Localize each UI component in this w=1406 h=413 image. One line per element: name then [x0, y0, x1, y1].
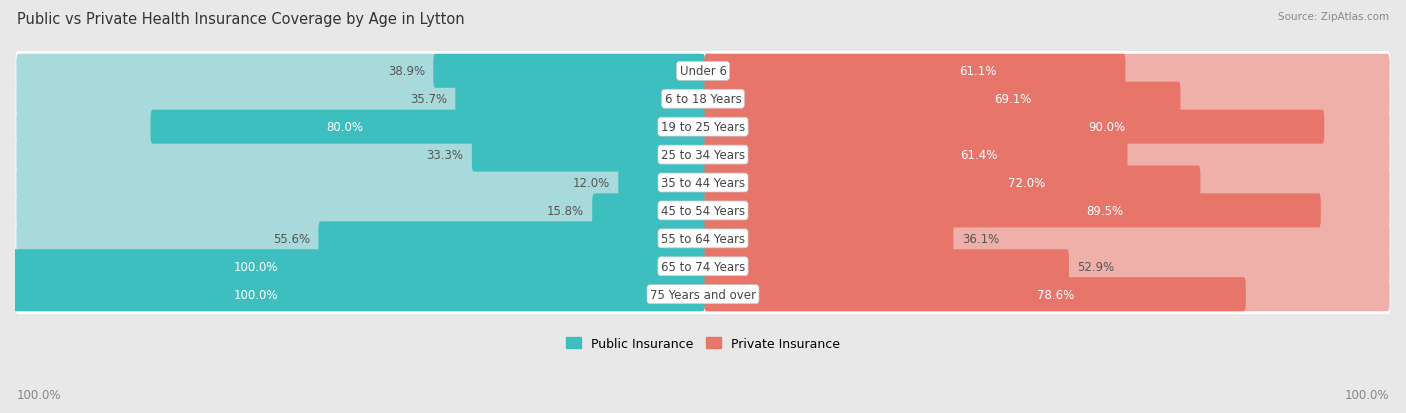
Text: 25 to 34 Years: 25 to 34 Years [661, 149, 745, 161]
Text: 100.0%: 100.0% [17, 388, 62, 401]
Text: 55 to 64 Years: 55 to 64 Years [661, 232, 745, 245]
FancyBboxPatch shape [15, 50, 1391, 93]
FancyBboxPatch shape [17, 222, 702, 256]
FancyBboxPatch shape [704, 194, 1320, 228]
Text: 61.1%: 61.1% [959, 65, 995, 78]
FancyBboxPatch shape [704, 166, 1201, 200]
FancyBboxPatch shape [15, 190, 1391, 233]
FancyBboxPatch shape [704, 138, 1389, 172]
FancyBboxPatch shape [704, 83, 1389, 116]
Text: 80.0%: 80.0% [326, 121, 364, 134]
FancyBboxPatch shape [17, 138, 702, 172]
FancyBboxPatch shape [15, 134, 1391, 177]
FancyBboxPatch shape [15, 106, 1391, 149]
FancyBboxPatch shape [704, 166, 1389, 200]
FancyBboxPatch shape [15, 245, 1391, 288]
FancyBboxPatch shape [704, 110, 1324, 144]
FancyBboxPatch shape [704, 249, 1069, 284]
FancyBboxPatch shape [704, 83, 1181, 116]
FancyBboxPatch shape [17, 166, 702, 200]
FancyBboxPatch shape [704, 222, 1389, 256]
Text: 36.1%: 36.1% [962, 232, 998, 245]
Text: 35 to 44 Years: 35 to 44 Years [661, 177, 745, 190]
FancyBboxPatch shape [704, 249, 1389, 284]
FancyBboxPatch shape [318, 222, 704, 256]
FancyBboxPatch shape [13, 278, 704, 311]
FancyBboxPatch shape [433, 55, 704, 89]
Legend: Public Insurance, Private Insurance: Public Insurance, Private Insurance [561, 332, 845, 355]
FancyBboxPatch shape [13, 249, 704, 284]
Text: 61.4%: 61.4% [960, 149, 997, 161]
Text: 33.3%: 33.3% [426, 149, 464, 161]
Text: 69.1%: 69.1% [994, 93, 1032, 106]
Text: 35.7%: 35.7% [411, 93, 447, 106]
Text: 90.0%: 90.0% [1088, 121, 1125, 134]
FancyBboxPatch shape [17, 194, 702, 228]
Text: 12.0%: 12.0% [572, 177, 610, 190]
Text: 100.0%: 100.0% [233, 288, 278, 301]
FancyBboxPatch shape [592, 194, 704, 228]
FancyBboxPatch shape [17, 55, 702, 89]
Text: 75 Years and over: 75 Years and over [650, 288, 756, 301]
FancyBboxPatch shape [704, 55, 1389, 89]
Text: 100.0%: 100.0% [1344, 388, 1389, 401]
FancyBboxPatch shape [17, 249, 702, 284]
FancyBboxPatch shape [15, 161, 1391, 204]
Text: 89.5%: 89.5% [1085, 204, 1123, 217]
FancyBboxPatch shape [704, 55, 1125, 89]
Text: 100.0%: 100.0% [233, 260, 278, 273]
FancyBboxPatch shape [704, 194, 1389, 228]
FancyBboxPatch shape [704, 138, 1128, 172]
FancyBboxPatch shape [17, 83, 702, 116]
Text: 15.8%: 15.8% [547, 204, 583, 217]
FancyBboxPatch shape [472, 138, 704, 172]
Text: Public vs Private Health Insurance Coverage by Age in Lytton: Public vs Private Health Insurance Cover… [17, 12, 464, 27]
Text: 6 to 18 Years: 6 to 18 Years [665, 93, 741, 106]
Text: Under 6: Under 6 [679, 65, 727, 78]
FancyBboxPatch shape [150, 110, 704, 144]
FancyBboxPatch shape [456, 83, 704, 116]
Text: Source: ZipAtlas.com: Source: ZipAtlas.com [1278, 12, 1389, 22]
FancyBboxPatch shape [17, 110, 702, 144]
FancyBboxPatch shape [704, 278, 1246, 311]
FancyBboxPatch shape [15, 217, 1391, 260]
Text: 45 to 54 Years: 45 to 54 Years [661, 204, 745, 217]
FancyBboxPatch shape [619, 166, 704, 200]
Text: 38.9%: 38.9% [388, 65, 425, 78]
Text: 78.6%: 78.6% [1038, 288, 1074, 301]
FancyBboxPatch shape [704, 278, 1389, 311]
Text: 52.9%: 52.9% [1077, 260, 1115, 273]
Text: 72.0%: 72.0% [1008, 177, 1045, 190]
FancyBboxPatch shape [704, 110, 1389, 144]
FancyBboxPatch shape [15, 273, 1391, 316]
FancyBboxPatch shape [704, 222, 953, 256]
FancyBboxPatch shape [15, 78, 1391, 121]
Text: 19 to 25 Years: 19 to 25 Years [661, 121, 745, 134]
Text: 65 to 74 Years: 65 to 74 Years [661, 260, 745, 273]
Text: 55.6%: 55.6% [273, 232, 311, 245]
FancyBboxPatch shape [17, 278, 702, 311]
